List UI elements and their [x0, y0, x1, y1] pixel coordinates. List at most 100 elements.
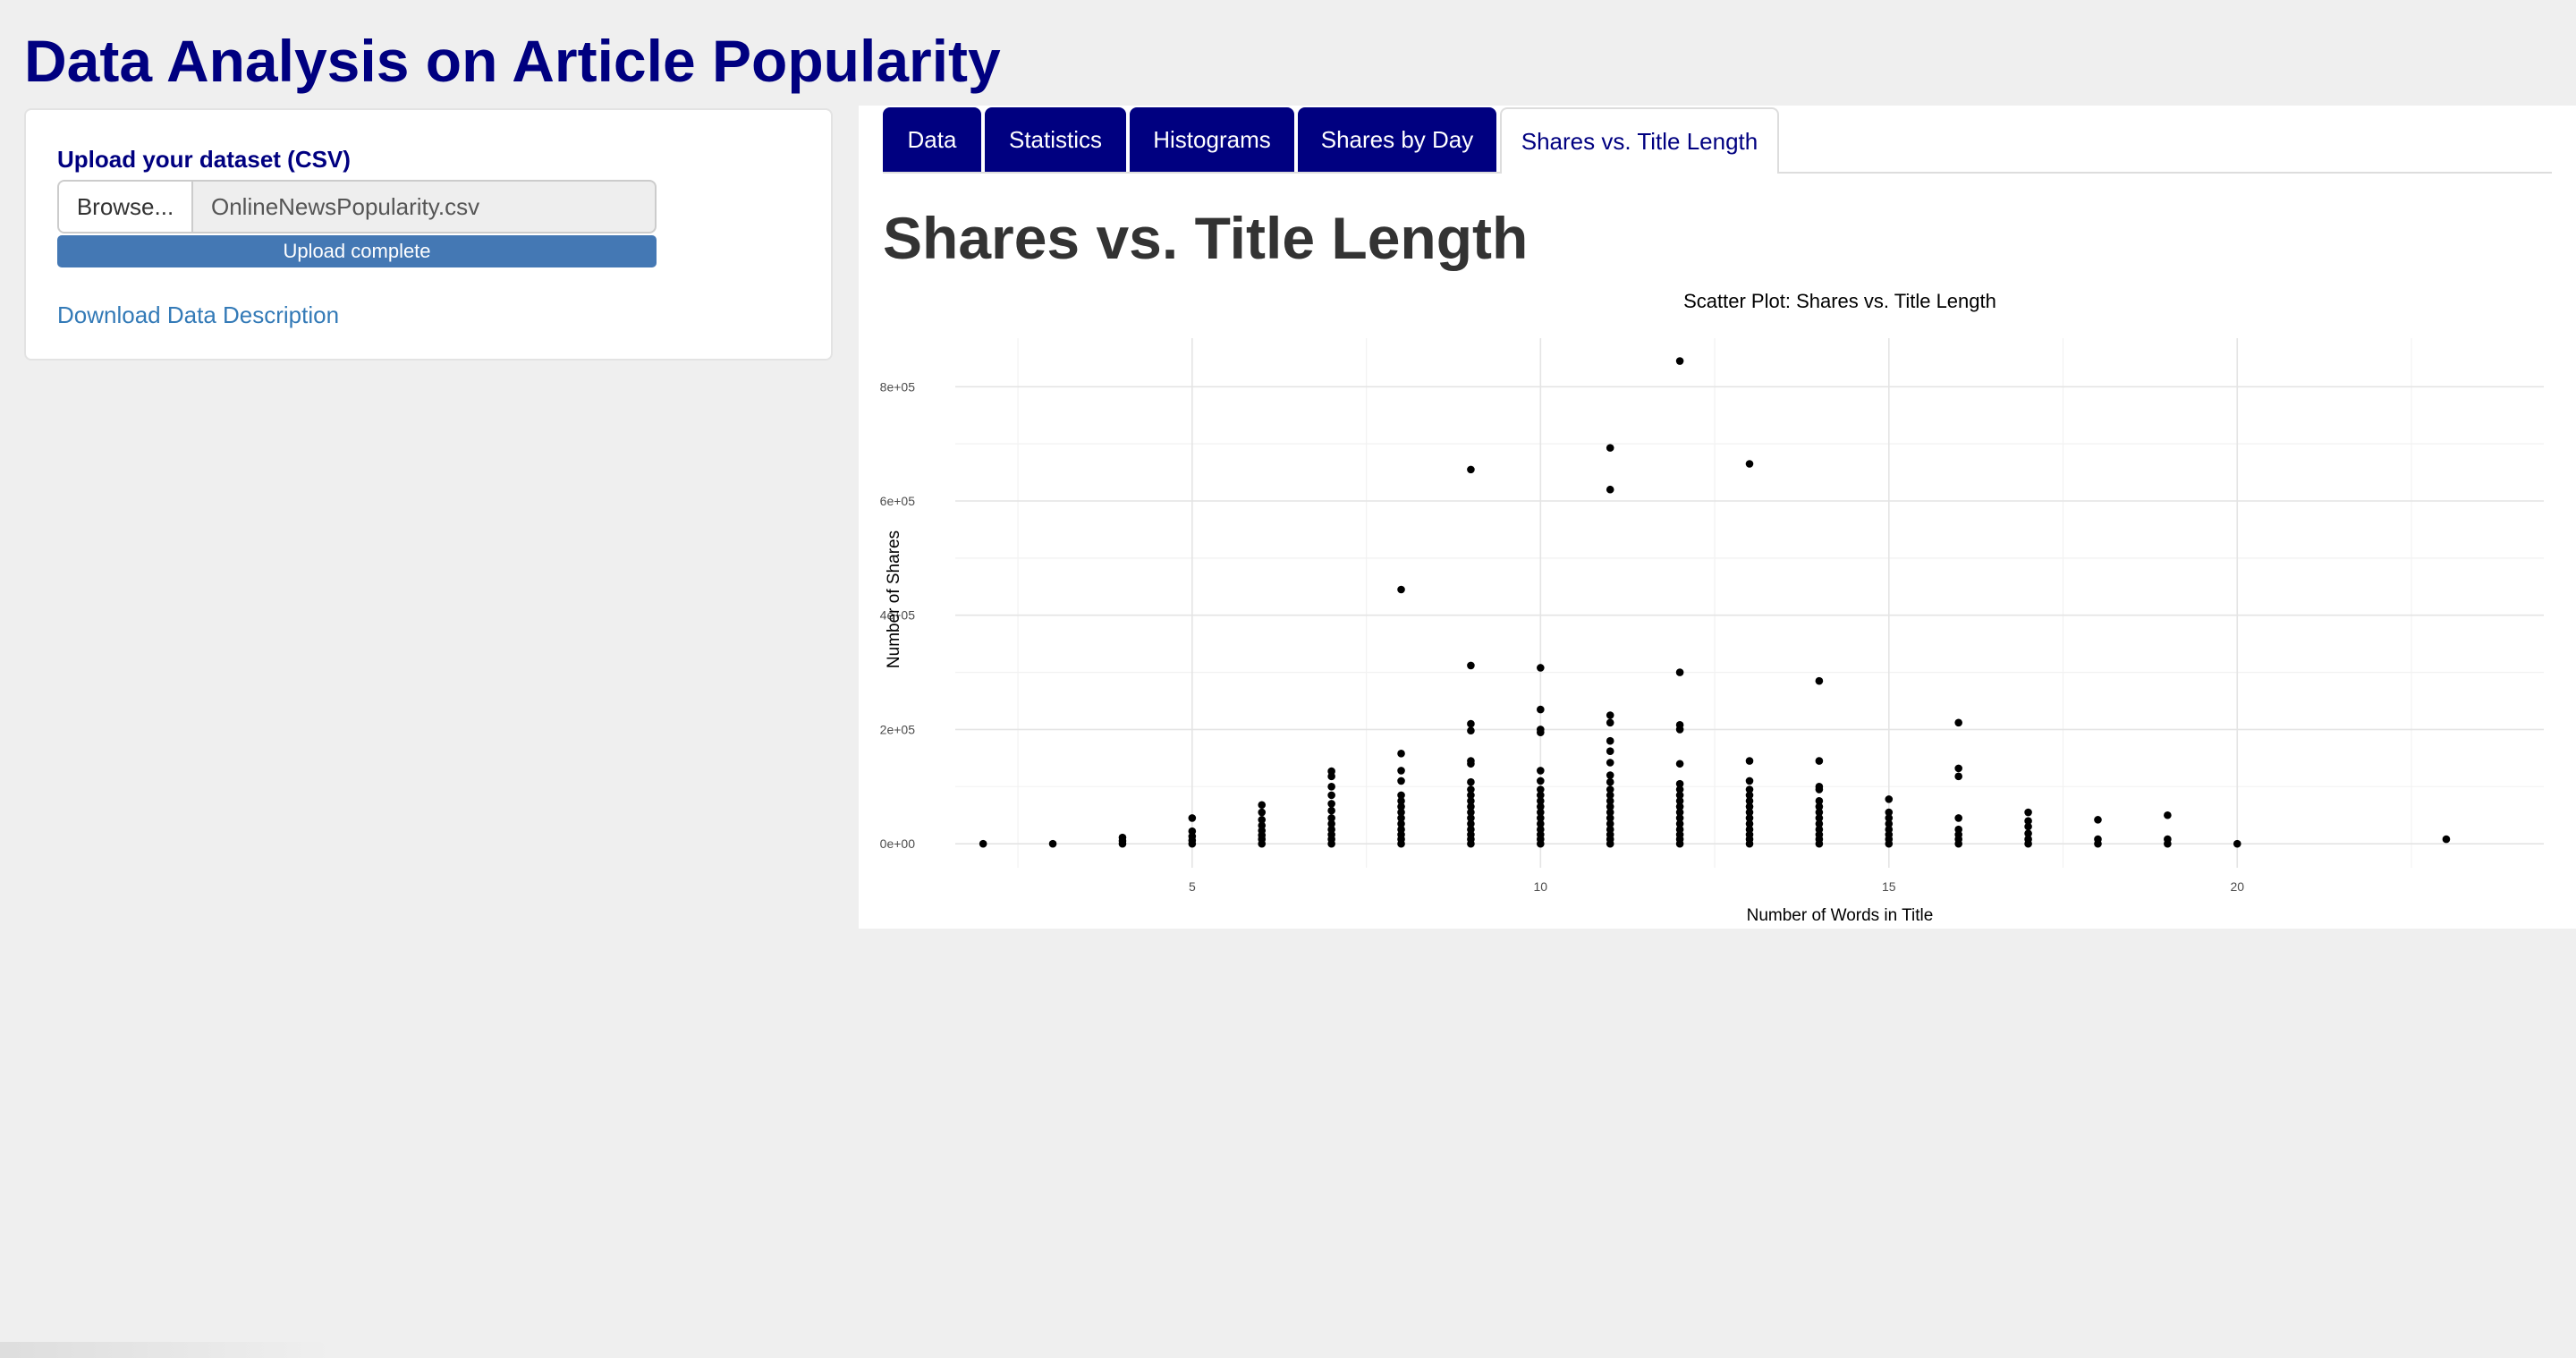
- app-title: Data Analysis on Article Popularity: [24, 28, 1001, 94]
- data-point: [1815, 676, 1824, 685]
- data-point: [1606, 771, 1614, 779]
- data-point: [1397, 802, 1405, 811]
- data-point: [1885, 795, 1894, 803]
- data-point: [1815, 825, 1824, 834]
- data-point: [1675, 825, 1684, 834]
- data-point: [1537, 777, 1545, 785]
- data-point: [1467, 814, 1475, 822]
- data-point: [1675, 779, 1684, 788]
- data-point: [1745, 791, 1754, 800]
- data-point: [1397, 796, 1405, 805]
- data-point: [1258, 801, 1267, 810]
- data-point: [1606, 808, 1614, 817]
- data-point: [1606, 825, 1614, 834]
- data-point: [1954, 764, 1962, 773]
- data-point: [1467, 825, 1475, 834]
- data-point: [1745, 825, 1754, 834]
- tab-data[interactable]: Data: [883, 107, 981, 172]
- data-point: [1467, 726, 1475, 735]
- tab-shares-by-day[interactable]: Shares by Day: [1298, 107, 1496, 172]
- data-point: [1606, 718, 1614, 727]
- data-point: [1467, 661, 1475, 670]
- file-name-field[interactable]: OnlineNewsPopularity.csv: [211, 193, 480, 220]
- data-point: [1606, 711, 1614, 719]
- data-point: [1675, 819, 1684, 828]
- data-point: [1815, 783, 1824, 791]
- download-description-link[interactable]: Download Data Description: [57, 301, 340, 328]
- data-point: [1745, 819, 1754, 828]
- tab-bar: Data Statistics Histograms Shares by Day…: [883, 107, 2552, 174]
- data-point: [1745, 777, 1754, 785]
- data-points: [979, 357, 2451, 848]
- data-point: [1467, 777, 1475, 786]
- data-point: [1885, 808, 1894, 817]
- data-point: [1606, 747, 1614, 756]
- data-point: [2442, 835, 2451, 844]
- data-point: [1537, 819, 1545, 828]
- data-point: [1258, 821, 1267, 830]
- tab-histograms[interactable]: Histograms: [1130, 107, 1294, 172]
- data-point: [1954, 718, 1962, 727]
- data-point: [1537, 767, 1545, 775]
- data-point: [1675, 796, 1684, 805]
- data-point: [1467, 719, 1475, 728]
- data-point: [2024, 808, 2032, 817]
- upload-label: Upload your dataset (CSV): [57, 146, 351, 173]
- bottom-shadow: [0, 1342, 331, 1358]
- data-point: [1118, 833, 1127, 842]
- data-point: [2024, 817, 2032, 825]
- data-point: [1745, 802, 1754, 811]
- data-point: [1327, 819, 1335, 828]
- data-point: [1537, 825, 1545, 834]
- y-tick-label: 2e+05: [880, 722, 916, 736]
- data-point: [1537, 705, 1545, 714]
- data-point: [1397, 819, 1405, 828]
- data-point: [1327, 814, 1335, 822]
- y-tick-label: 4e+05: [880, 608, 916, 623]
- y-tick-label: 8e+05: [880, 379, 916, 394]
- data-point: [1606, 777, 1614, 786]
- data-point: [1188, 814, 1197, 822]
- data-point: [1397, 777, 1405, 785]
- data-point: [1885, 814, 1894, 822]
- upload-progress-bar: Upload complete: [57, 235, 657, 267]
- data-point: [1327, 806, 1335, 815]
- data-point: [1675, 721, 1684, 729]
- data-point: [1606, 736, 1614, 745]
- data-point: [1815, 819, 1824, 828]
- upload-progress-fill: [57, 235, 657, 267]
- x-tick-label: 5: [1189, 879, 1196, 894]
- data-point: [2164, 835, 2172, 844]
- data-point: [1258, 808, 1267, 817]
- data-point: [1327, 783, 1335, 791]
- data-point: [1397, 767, 1405, 775]
- data-point: [1745, 460, 1754, 468]
- data-point: [1537, 808, 1545, 817]
- data-point: [1815, 796, 1824, 805]
- data-point: [1815, 757, 1824, 765]
- data-point: [979, 839, 987, 848]
- tab-shares-vs-title-length[interactable]: Shares vs. Title Length: [1500, 107, 1779, 174]
- data-point: [1537, 802, 1545, 811]
- file-upload-group: Browse... OnlineNewsPopularity.csv: [57, 180, 657, 233]
- browse-button[interactable]: Browse...: [59, 182, 193, 232]
- data-point: [1606, 759, 1614, 767]
- data-point: [1606, 485, 1614, 494]
- data-point: [1467, 796, 1475, 805]
- x-tick-label: 20: [2230, 879, 2244, 894]
- data-point: [1327, 791, 1335, 800]
- sidebar-panel: Upload your dataset (CSV) Browse... Onli…: [24, 108, 833, 361]
- data-point: [1258, 816, 1267, 824]
- tab-statistics[interactable]: Statistics: [985, 107, 1126, 172]
- data-point: [1885, 819, 1894, 828]
- data-point: [1745, 785, 1754, 794]
- data-point: [2164, 811, 2172, 819]
- y-tick-label: 0e+00: [880, 836, 916, 851]
- data-point: [1675, 808, 1684, 817]
- data-point: [1467, 802, 1475, 811]
- data-point: [1537, 796, 1545, 805]
- y-axis-ticks: 0e+00 2e+05 4e+05 6e+05 8e+05: [880, 379, 916, 851]
- data-point: [1885, 825, 1894, 834]
- data-point: [1745, 796, 1754, 805]
- y-tick-label: 6e+05: [880, 494, 916, 508]
